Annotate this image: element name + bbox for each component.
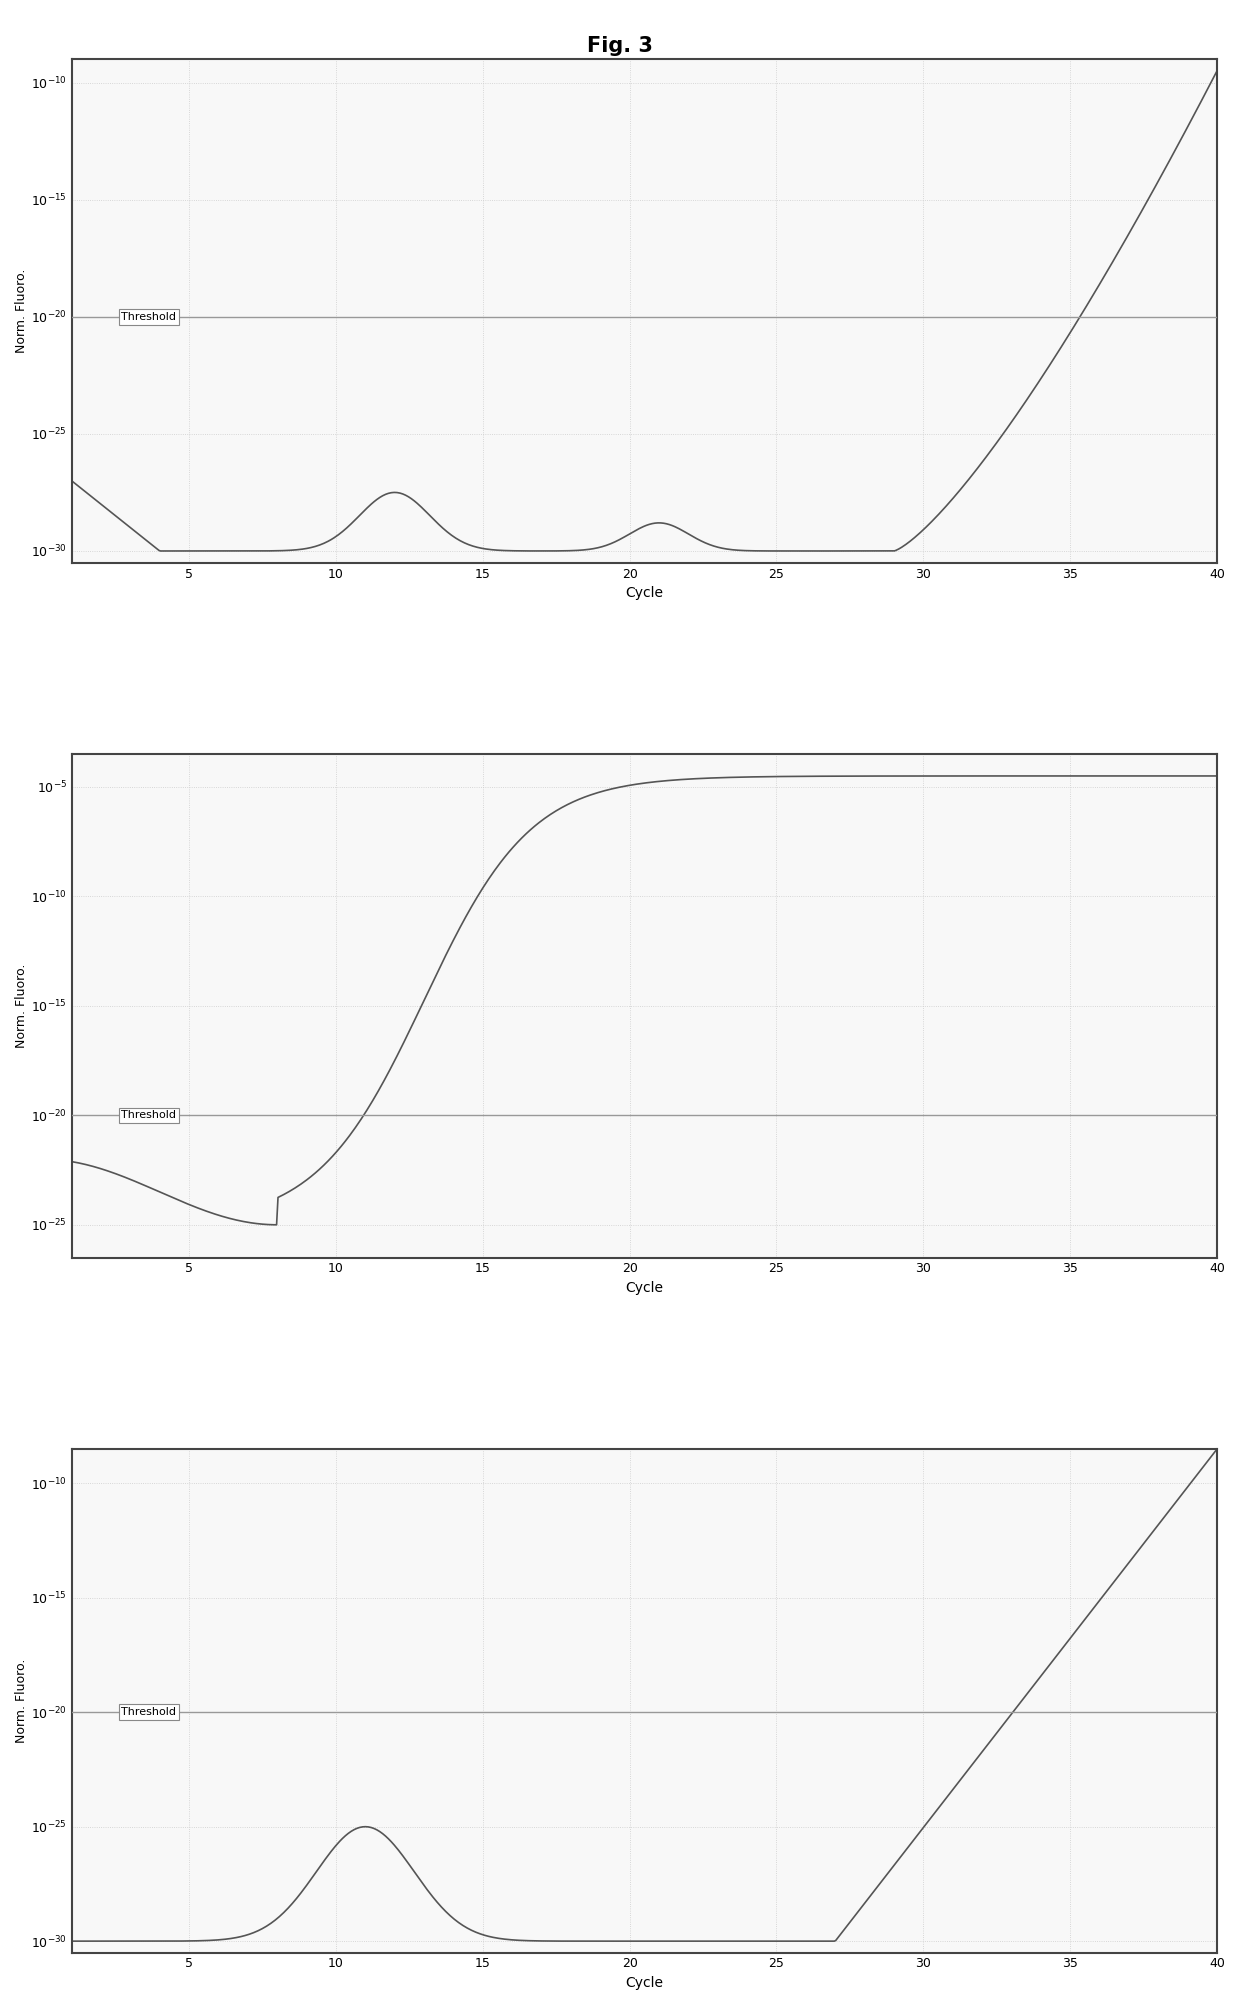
Text: Threshold: Threshold bbox=[122, 1111, 176, 1121]
X-axis label: Cycle: Cycle bbox=[625, 1281, 663, 1295]
X-axis label: Cycle: Cycle bbox=[625, 585, 663, 599]
Y-axis label: Norm. Fluoro.: Norm. Fluoro. bbox=[15, 1658, 29, 1742]
X-axis label: Cycle: Cycle bbox=[625, 1977, 663, 1991]
Text: Fig. 3: Fig. 3 bbox=[587, 36, 653, 56]
Y-axis label: Norm. Fluoro.: Norm. Fluoro. bbox=[15, 269, 29, 353]
Y-axis label: Norm. Fluoro.: Norm. Fluoro. bbox=[15, 964, 29, 1049]
Text: Threshold: Threshold bbox=[122, 311, 176, 321]
Text: Threshold: Threshold bbox=[122, 1706, 176, 1716]
